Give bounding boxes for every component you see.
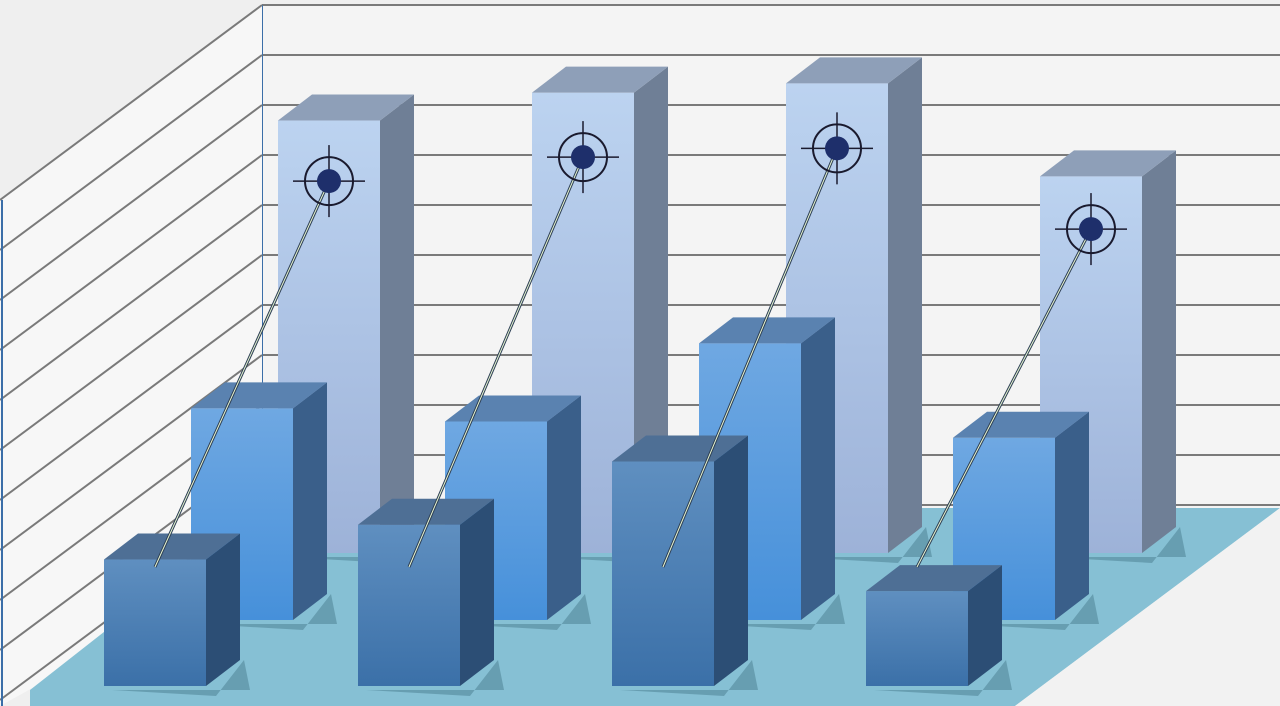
bar-side xyxy=(714,435,748,686)
floor-edge xyxy=(1015,508,1280,706)
pointer-line-highlight xyxy=(916,228,1092,568)
pointer-line-highlight xyxy=(154,180,330,568)
target-center xyxy=(1079,217,1103,242)
target-center xyxy=(317,169,341,194)
bar-side xyxy=(968,565,1002,686)
bar-top xyxy=(786,57,922,84)
bar-front xyxy=(866,591,968,686)
bar-top xyxy=(358,498,494,525)
target-center xyxy=(571,145,595,170)
bar xyxy=(104,533,250,696)
bar-side xyxy=(206,533,240,686)
side-gridline xyxy=(0,54,263,251)
bar-top xyxy=(866,565,1002,592)
bar-side xyxy=(293,382,327,620)
side-gridline xyxy=(0,254,263,451)
side-gridline xyxy=(0,204,263,401)
side-gridline xyxy=(0,154,263,351)
bar-side xyxy=(547,395,581,620)
bar-front xyxy=(104,559,206,686)
side-gridline xyxy=(0,104,263,301)
bar-top xyxy=(699,317,835,344)
bar xyxy=(866,565,1012,696)
bar-side xyxy=(634,66,668,554)
target-center xyxy=(825,136,849,161)
bar-side xyxy=(380,94,414,554)
side-gridline xyxy=(0,4,263,201)
bar-front xyxy=(612,461,714,686)
bar-side xyxy=(888,57,922,553)
side-gridline xyxy=(0,354,263,551)
pointer-line-highlight xyxy=(662,148,838,568)
pointer-line-highlight xyxy=(408,156,584,568)
bar-top xyxy=(532,66,668,93)
target-icon xyxy=(661,112,873,568)
bar-side xyxy=(1055,411,1089,620)
side-gridline xyxy=(0,304,263,501)
bar xyxy=(612,435,758,696)
bar-side xyxy=(801,317,835,620)
target-icon xyxy=(407,121,619,568)
bar-side xyxy=(1142,150,1176,553)
bar xyxy=(358,498,504,696)
bar-top xyxy=(191,382,327,409)
bar-side xyxy=(460,498,494,686)
bars xyxy=(104,57,1186,696)
target-icon xyxy=(915,193,1127,568)
bar-top xyxy=(278,94,414,121)
bar-front xyxy=(358,524,460,686)
bar-top xyxy=(1040,150,1176,177)
target-icon xyxy=(153,145,365,568)
target-markers xyxy=(153,112,1127,568)
bar-top xyxy=(104,533,240,560)
bar xyxy=(191,382,337,630)
